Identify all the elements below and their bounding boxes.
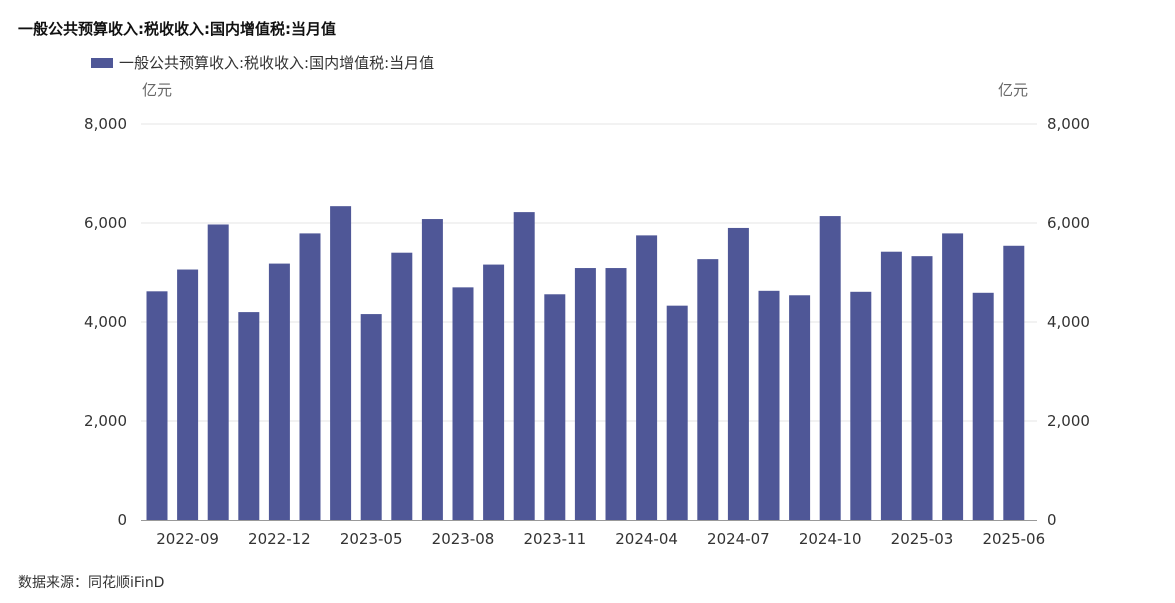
bar xyxy=(819,216,841,520)
bar xyxy=(605,268,627,520)
y-tick-label-right: 6,000 xyxy=(1047,214,1090,232)
x-tick-label: 2024-10 xyxy=(799,530,862,548)
y-tick-label-left: 6,000 xyxy=(84,214,127,232)
bar xyxy=(636,235,658,520)
bar-series xyxy=(146,206,1025,521)
chart-title: 一般公共预算收入:税收收入:国内增值税:当月值 xyxy=(18,20,336,38)
x-tick-label: 2024-04 xyxy=(615,530,678,548)
y-tick-label-right: 8,000 xyxy=(1047,115,1090,133)
x-tick-label: 2023-05 xyxy=(340,530,403,548)
bar xyxy=(360,314,382,520)
y-tick-label-left: 4,000 xyxy=(84,313,127,331)
bar xyxy=(421,219,443,521)
bar xyxy=(452,287,474,520)
bar xyxy=(758,290,780,520)
bar xyxy=(544,294,566,520)
bar xyxy=(330,206,352,521)
y-tick-label-right: 0 xyxy=(1047,511,1057,529)
legend-label: 一般公共预算收入:税收收入:国内增值税:当月值 xyxy=(119,54,435,72)
x-tick-label: 2022-12 xyxy=(248,530,311,548)
bar xyxy=(666,305,688,520)
bar xyxy=(299,233,321,520)
bar-chart: 0 0 2,000 2,000 4,000 4,000 6,000 6,000 8,000 8,0… xyxy=(84,115,1090,548)
bar xyxy=(268,263,290,520)
bar xyxy=(513,212,535,521)
bar xyxy=(942,233,964,520)
x-tick-label: 2025-06 xyxy=(982,530,1045,548)
axes: 0 0 2,000 2,000 4,000 4,000 6,000 6,000 8,000 8,0… xyxy=(84,115,1090,548)
x-tick-label: 2023-11 xyxy=(523,530,586,548)
x-tick-label: 2022-09 xyxy=(156,530,219,548)
x-tick-label: 2024-07 xyxy=(707,530,770,548)
bar xyxy=(850,291,872,520)
x-tick-label: 2023-08 xyxy=(432,530,495,548)
bar xyxy=(483,264,505,520)
bar xyxy=(177,269,199,520)
bar xyxy=(727,227,749,520)
bar xyxy=(1003,245,1025,520)
y-tick-label-left: 8,000 xyxy=(84,115,127,133)
bar xyxy=(789,295,811,520)
y-tick-label-left: 0 xyxy=(117,511,127,529)
bar xyxy=(911,256,933,520)
legend-swatch xyxy=(91,57,113,68)
x-tick-label: 2025-03 xyxy=(891,530,954,548)
bar xyxy=(238,312,260,520)
y-tick-label-left: 2,000 xyxy=(84,412,127,430)
bar xyxy=(146,291,168,520)
bar xyxy=(880,251,902,520)
y-tick-label-right: 2,000 xyxy=(1047,412,1090,430)
bar xyxy=(697,259,719,520)
bar xyxy=(574,268,596,520)
bar xyxy=(391,252,413,520)
y-tick-label-right: 4,000 xyxy=(1047,313,1090,331)
legend[interactable]: 一般公共预算收入:税收收入:国内增值税:当月值 xyxy=(91,52,434,73)
left-axis-unit: 亿元 xyxy=(142,81,173,99)
right-axis-unit: 亿元 xyxy=(998,81,1029,99)
bar xyxy=(207,224,229,521)
data-source: 数据来源：同花顺iFinD xyxy=(18,575,165,591)
bar xyxy=(972,292,994,520)
